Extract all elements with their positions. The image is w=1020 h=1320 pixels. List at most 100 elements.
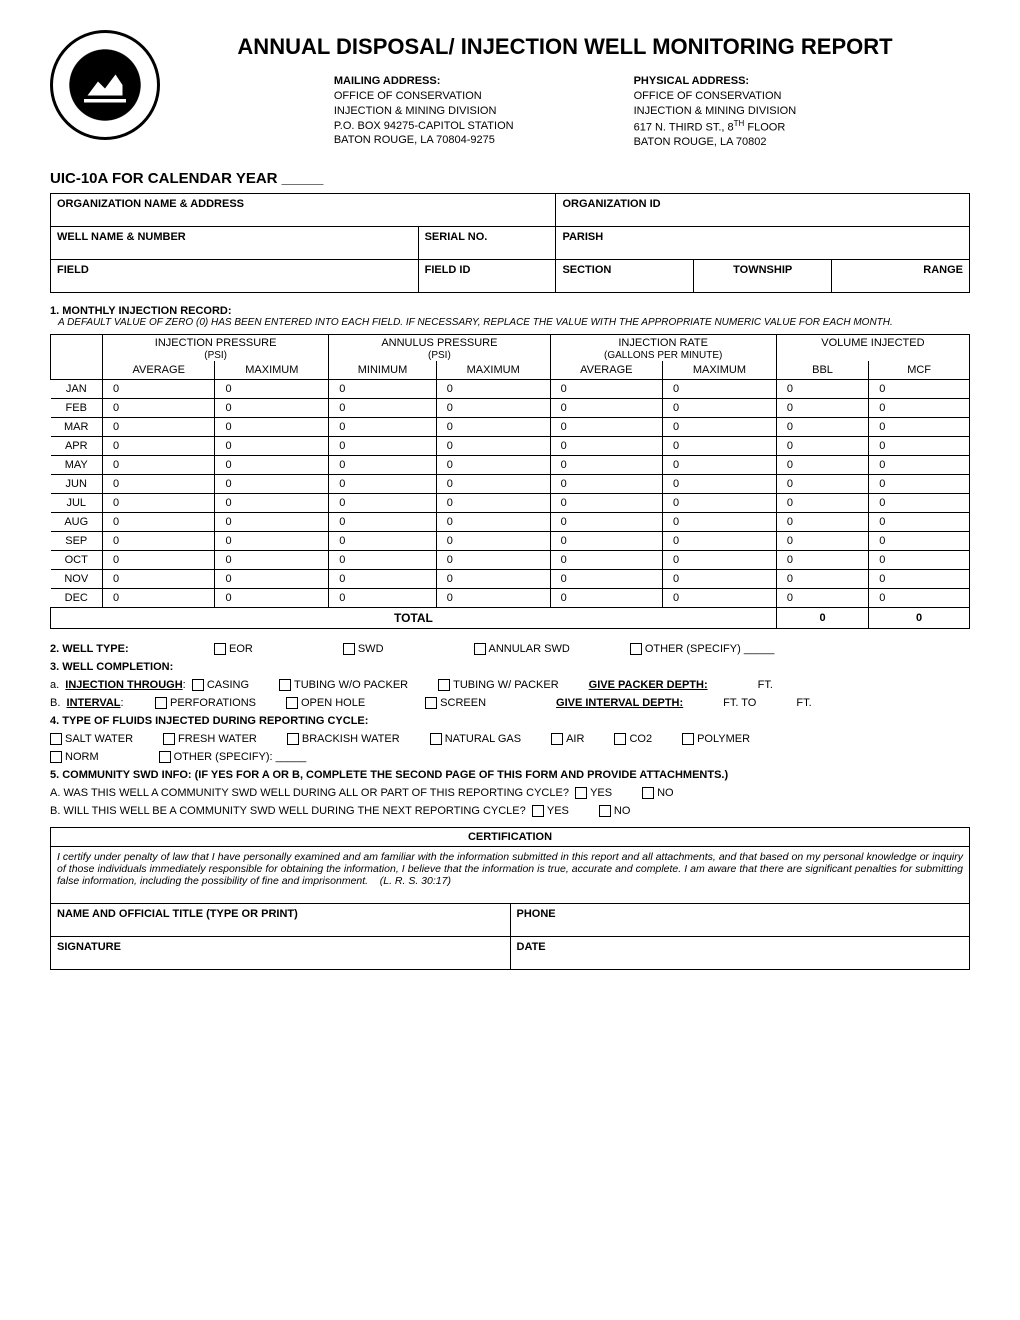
fluid-salt[interactable]: SALT WATER	[50, 733, 133, 745]
data-cell[interactable]: 0	[776, 436, 868, 455]
cert-phone[interactable]: PHONE	[510, 903, 970, 936]
data-cell[interactable]: 0	[869, 398, 970, 417]
checkbox-icon[interactable]	[682, 733, 694, 745]
inj-tubing-no[interactable]: TUBING W/O PACKER	[279, 679, 408, 691]
fluid-norm[interactable]: NORM	[50, 751, 99, 763]
parish-field[interactable]: PARISH	[556, 226, 970, 259]
data-cell[interactable]: 0	[776, 550, 868, 569]
checkbox-icon[interactable]	[343, 643, 355, 655]
data-cell[interactable]: 0	[869, 493, 970, 512]
data-cell[interactable]: 0	[215, 436, 329, 455]
checkbox-icon[interactable]	[642, 787, 654, 799]
data-cell[interactable]: 0	[550, 512, 662, 531]
data-cell[interactable]: 0	[436, 493, 550, 512]
fluid-poly[interactable]: POLYMER	[682, 733, 750, 745]
data-cell[interactable]: 0	[215, 512, 329, 531]
data-cell[interactable]: 0	[663, 474, 777, 493]
inj-casing[interactable]: CASING	[192, 679, 249, 691]
data-cell[interactable]: 0	[103, 569, 215, 588]
data-cell[interactable]: 0	[436, 512, 550, 531]
welltype-swd[interactable]: SWD	[343, 643, 384, 655]
checkbox-icon[interactable]	[532, 805, 544, 817]
data-cell[interactable]: 0	[663, 569, 777, 588]
checkbox-icon[interactable]	[599, 805, 611, 817]
fluid-fresh[interactable]: FRESH WATER	[163, 733, 257, 745]
fluid-co2[interactable]: CO2	[614, 733, 652, 745]
checkbox-icon[interactable]	[155, 697, 167, 709]
data-cell[interactable]: 0	[436, 417, 550, 436]
data-cell[interactable]: 0	[215, 531, 329, 550]
data-cell[interactable]: 0	[663, 436, 777, 455]
data-cell[interactable]: 0	[550, 455, 662, 474]
checkbox-icon[interactable]	[159, 751, 171, 763]
community-a-yes[interactable]: YES	[575, 787, 612, 799]
data-cell[interactable]: 0	[436, 569, 550, 588]
data-cell[interactable]: 0	[663, 512, 777, 531]
field-id-field[interactable]: FIELD ID	[418, 259, 556, 292]
data-cell[interactable]: 0	[215, 398, 329, 417]
cert-name[interactable]: NAME AND OFFICIAL TITLE (TYPE OR PRINT)	[51, 903, 511, 936]
cert-sig[interactable]: SIGNATURE	[51, 936, 511, 969]
data-cell[interactable]: 0	[663, 455, 777, 474]
data-cell[interactable]: 0	[776, 512, 868, 531]
data-cell[interactable]: 0	[329, 436, 437, 455]
data-cell[interactable]: 0	[103, 436, 215, 455]
welltype-ann[interactable]: ANNULAR SWD	[474, 643, 570, 655]
data-cell[interactable]: 0	[776, 531, 868, 550]
data-cell[interactable]: 0	[436, 474, 550, 493]
data-cell[interactable]: 0	[329, 379, 437, 398]
data-cell[interactable]: 0	[103, 550, 215, 569]
data-cell[interactable]: 0	[550, 436, 662, 455]
checkbox-icon[interactable]	[630, 643, 642, 655]
checkbox-icon[interactable]	[286, 697, 298, 709]
checkbox-icon[interactable]	[438, 679, 450, 691]
checkbox-icon[interactable]	[551, 733, 563, 745]
total-bbl[interactable]: 0	[776, 607, 868, 628]
data-cell[interactable]: 0	[550, 379, 662, 398]
fluid-ng[interactable]: NATURAL GAS	[430, 733, 521, 745]
checkbox-icon[interactable]	[430, 733, 442, 745]
data-cell[interactable]: 0	[776, 569, 868, 588]
data-cell[interactable]: 0	[869, 417, 970, 436]
data-cell[interactable]: 0	[436, 531, 550, 550]
community-b-yes[interactable]: YES	[532, 805, 569, 817]
well-name-field[interactable]: WELL NAME & NUMBER	[51, 226, 419, 259]
checkbox-icon[interactable]	[163, 733, 175, 745]
data-cell[interactable]: 0	[329, 550, 437, 569]
data-cell[interactable]: 0	[103, 493, 215, 512]
data-cell[interactable]: 0	[869, 512, 970, 531]
data-cell[interactable]: 0	[663, 531, 777, 550]
data-cell[interactable]: 0	[215, 455, 329, 474]
checkbox-icon[interactable]	[474, 643, 486, 655]
data-cell[interactable]: 0	[869, 379, 970, 398]
data-cell[interactable]: 0	[436, 455, 550, 474]
data-cell[interactable]: 0	[103, 588, 215, 607]
data-cell[interactable]: 0	[103, 417, 215, 436]
data-cell[interactable]: 0	[550, 550, 662, 569]
field-field[interactable]: FIELD	[51, 259, 419, 292]
serial-field[interactable]: SERIAL NO.	[418, 226, 556, 259]
data-cell[interactable]: 0	[663, 550, 777, 569]
data-cell[interactable]: 0	[103, 531, 215, 550]
data-cell[interactable]: 0	[869, 569, 970, 588]
checkbox-icon[interactable]	[50, 733, 62, 745]
data-cell[interactable]: 0	[550, 493, 662, 512]
data-cell[interactable]: 0	[329, 531, 437, 550]
int-screen[interactable]: SCREEN	[425, 697, 486, 709]
org-id-field[interactable]: ORGANIZATION ID	[556, 193, 970, 226]
data-cell[interactable]: 0	[550, 417, 662, 436]
data-cell[interactable]: 0	[215, 379, 329, 398]
data-cell[interactable]: 0	[436, 379, 550, 398]
data-cell[interactable]: 0	[103, 512, 215, 531]
data-cell[interactable]: 0	[550, 474, 662, 493]
fluid-other[interactable]: OTHER (SPECIFY): _____	[159, 751, 307, 763]
data-cell[interactable]: 0	[329, 493, 437, 512]
data-cell[interactable]: 0	[215, 474, 329, 493]
data-cell[interactable]: 0	[550, 588, 662, 607]
data-cell[interactable]: 0	[776, 379, 868, 398]
data-cell[interactable]: 0	[329, 417, 437, 436]
int-open[interactable]: OPEN HOLE	[286, 697, 365, 709]
data-cell[interactable]: 0	[103, 398, 215, 417]
data-cell[interactable]: 0	[776, 588, 868, 607]
checkbox-icon[interactable]	[287, 733, 299, 745]
